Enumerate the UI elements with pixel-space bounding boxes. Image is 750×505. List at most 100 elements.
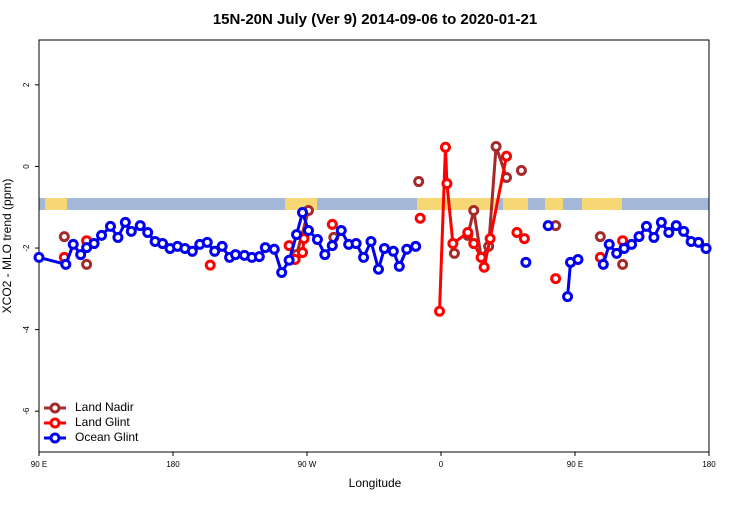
point <box>501 150 513 162</box>
y-tick-label: 0 <box>22 164 31 169</box>
point <box>434 305 446 317</box>
point <box>33 251 45 263</box>
point <box>326 218 338 230</box>
point <box>478 261 490 273</box>
point <box>204 259 216 271</box>
point <box>75 249 87 261</box>
point <box>413 176 425 188</box>
point <box>700 242 712 254</box>
point <box>186 245 198 257</box>
point <box>297 207 309 219</box>
point <box>88 238 100 250</box>
y-axis-label: XCO2 - MLO trend (ppm) <box>0 179 14 314</box>
point <box>501 171 513 183</box>
point <box>96 229 108 241</box>
point <box>594 231 606 243</box>
point <box>268 243 280 255</box>
point <box>663 227 675 239</box>
y-tick-label: -4 <box>22 326 31 334</box>
point <box>475 251 487 263</box>
point <box>350 238 362 250</box>
point <box>550 273 562 285</box>
point <box>157 238 169 250</box>
point <box>112 231 124 243</box>
x-tick-label: 90 E <box>567 460 583 469</box>
point <box>462 227 474 239</box>
legend-label: Land Nadir <box>75 400 134 414</box>
legend-marker <box>49 402 61 414</box>
x-tick-label: 180 <box>702 460 716 469</box>
point <box>447 238 459 250</box>
point <box>119 216 131 228</box>
legend-label: Ocean Glint <box>75 430 139 444</box>
point <box>365 236 377 248</box>
point <box>448 247 460 259</box>
point <box>468 205 480 217</box>
point <box>311 233 323 245</box>
point <box>572 253 584 265</box>
point <box>693 236 705 248</box>
point <box>134 220 146 232</box>
point <box>81 258 93 270</box>
x-tick-label: 180 <box>166 460 180 469</box>
point <box>562 291 574 303</box>
point <box>518 233 530 245</box>
point <box>259 242 271 254</box>
point <box>401 243 413 255</box>
point <box>414 212 426 224</box>
point <box>335 224 347 236</box>
point <box>358 251 370 263</box>
legend-marker <box>49 432 61 444</box>
point <box>441 178 453 190</box>
y-tick-label: -6 <box>22 407 31 415</box>
point <box>655 216 667 228</box>
point <box>490 140 502 152</box>
point <box>393 260 405 272</box>
legend-marker <box>49 417 61 429</box>
point <box>439 141 451 153</box>
point <box>515 165 527 177</box>
x-tick-label: 90 E <box>31 460 47 469</box>
point <box>617 258 629 270</box>
point <box>297 247 309 259</box>
map-band <box>39 198 709 210</box>
y-tick-label: 2 <box>22 82 31 87</box>
point <box>302 224 314 236</box>
point <box>378 242 390 254</box>
x-tick-label: 90 W <box>298 460 317 469</box>
point <box>468 238 480 250</box>
point <box>626 238 638 250</box>
point <box>209 245 221 257</box>
chart-title: 15N-20N July (Ver 9) 2014-09-06 to 2020-… <box>213 11 537 28</box>
point <box>603 238 615 250</box>
point <box>60 258 72 270</box>
point <box>597 258 609 270</box>
point <box>230 249 242 261</box>
point <box>326 240 338 252</box>
point <box>253 251 265 263</box>
point <box>283 254 295 266</box>
point <box>319 249 331 261</box>
point <box>670 220 682 232</box>
point <box>511 227 523 239</box>
point <box>216 240 228 252</box>
point <box>291 229 303 241</box>
point <box>611 247 623 259</box>
x-tick-label: 0 <box>439 460 444 469</box>
point <box>678 225 690 237</box>
point <box>410 240 422 252</box>
point <box>67 238 79 250</box>
point <box>520 256 532 268</box>
point <box>104 220 116 232</box>
x-axis-label: Longitude <box>349 476 402 490</box>
point <box>633 231 645 243</box>
point <box>387 245 399 257</box>
point <box>201 236 213 248</box>
point <box>372 263 384 275</box>
point <box>58 231 70 243</box>
point <box>142 227 154 239</box>
point <box>542 220 554 232</box>
y-tick-label: -2 <box>22 244 31 252</box>
point <box>640 220 652 232</box>
